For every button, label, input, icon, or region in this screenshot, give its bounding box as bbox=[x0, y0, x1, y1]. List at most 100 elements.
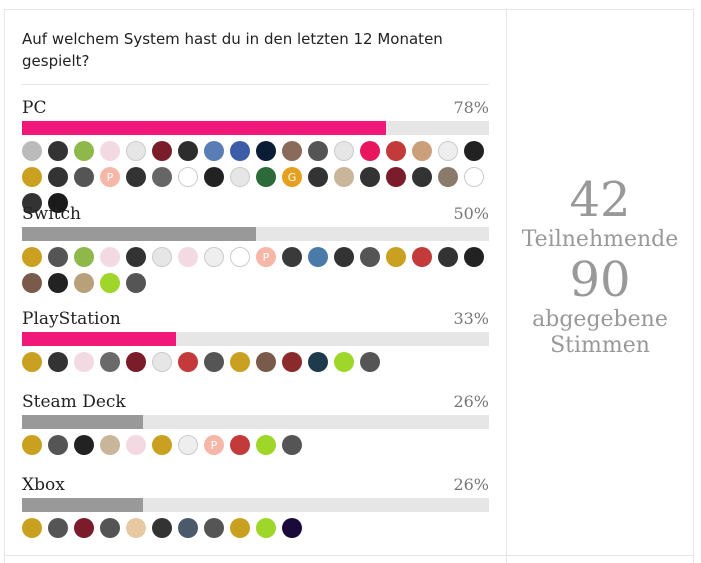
voter-avatar[interactable] bbox=[412, 141, 432, 161]
voter-avatar[interactable] bbox=[100, 352, 120, 372]
voter-avatar[interactable] bbox=[412, 167, 432, 187]
voter-avatar[interactable] bbox=[178, 352, 198, 372]
voter-avatar[interactable] bbox=[74, 167, 94, 187]
voter-avatar[interactable] bbox=[126, 273, 146, 293]
voter-avatar[interactable] bbox=[308, 167, 328, 187]
voter-avatar[interactable] bbox=[48, 167, 68, 187]
voter-avatar[interactable] bbox=[178, 141, 198, 161]
voter-avatar[interactable] bbox=[334, 247, 354, 267]
voter-avatar[interactable] bbox=[126, 167, 146, 187]
voter-avatar[interactable] bbox=[74, 247, 94, 267]
voter-avatar[interactable] bbox=[74, 518, 94, 538]
voter-avatar[interactable] bbox=[334, 352, 354, 372]
voter-avatar[interactable] bbox=[360, 167, 380, 187]
voter-avatar[interactable] bbox=[464, 167, 484, 187]
voter-avatar[interactable] bbox=[74, 352, 94, 372]
voter-avatar[interactable] bbox=[334, 141, 354, 161]
voter-avatar[interactable] bbox=[48, 435, 68, 455]
voter-avatar[interactable] bbox=[256, 518, 276, 538]
voter-avatar[interactable] bbox=[412, 247, 432, 267]
voter-avatar[interactable] bbox=[152, 247, 172, 267]
voter-avatar[interactable] bbox=[204, 518, 224, 538]
voter-avatar[interactable] bbox=[126, 247, 146, 267]
voter-avatar[interactable] bbox=[282, 352, 302, 372]
voter-avatar[interactable] bbox=[178, 518, 198, 538]
voter-avatar[interactable] bbox=[22, 273, 42, 293]
voter-avatar[interactable] bbox=[178, 247, 198, 267]
voter-avatar[interactable] bbox=[464, 247, 484, 267]
voter-avatar[interactable] bbox=[204, 141, 224, 161]
voter-avatar[interactable] bbox=[152, 167, 172, 187]
voter-avatar[interactable] bbox=[204, 352, 224, 372]
voter-avatar[interactable]: P bbox=[256, 247, 276, 267]
voter-avatar[interactable] bbox=[74, 435, 94, 455]
voter-avatar[interactable] bbox=[48, 518, 68, 538]
voter-avatar[interactable] bbox=[282, 518, 302, 538]
voter-avatar[interactable] bbox=[308, 247, 328, 267]
voter-avatar[interactable] bbox=[22, 141, 42, 161]
voter-avatar[interactable] bbox=[360, 352, 380, 372]
voter-avatar[interactable] bbox=[230, 352, 250, 372]
voter-avatar[interactable] bbox=[22, 193, 42, 213]
voter-avatar[interactable] bbox=[204, 167, 224, 187]
voter-avatar[interactable] bbox=[100, 435, 120, 455]
voter-avatar[interactable] bbox=[282, 247, 302, 267]
voter-avatar[interactable] bbox=[308, 352, 328, 372]
voter-avatar[interactable] bbox=[100, 273, 120, 293]
option-percent: 78% bbox=[453, 98, 489, 117]
voter-avatar[interactable] bbox=[152, 141, 172, 161]
voter-avatar[interactable]: P bbox=[100, 167, 120, 187]
voter-avatar[interactable] bbox=[48, 352, 68, 372]
voter-avatar[interactable] bbox=[438, 167, 458, 187]
voter-avatar[interactable] bbox=[22, 247, 42, 267]
voter-avatar[interactable] bbox=[256, 141, 276, 161]
voter-avatar[interactable] bbox=[48, 141, 68, 161]
voter-avatar[interactable] bbox=[178, 167, 198, 187]
voter-avatar[interactable] bbox=[22, 518, 42, 538]
voter-avatar[interactable] bbox=[256, 435, 276, 455]
voter-avatar[interactable] bbox=[308, 141, 328, 161]
voter-avatar[interactable] bbox=[100, 141, 120, 161]
voter-avatar[interactable] bbox=[126, 435, 146, 455]
voter-avatar[interactable] bbox=[152, 435, 172, 455]
voter-avatar[interactable] bbox=[178, 435, 198, 455]
voter-avatar[interactable] bbox=[386, 141, 406, 161]
voter-avatar[interactable] bbox=[22, 352, 42, 372]
voter-avatar[interactable] bbox=[100, 518, 120, 538]
voter-avatar[interactable] bbox=[282, 141, 302, 161]
voter-avatar[interactable] bbox=[230, 247, 250, 267]
voter-avatar[interactable] bbox=[438, 141, 458, 161]
voter-avatars bbox=[22, 352, 492, 372]
voter-avatar[interactable] bbox=[22, 435, 42, 455]
voter-avatar[interactable] bbox=[438, 247, 458, 267]
voter-avatar[interactable] bbox=[152, 518, 172, 538]
voter-avatar[interactable] bbox=[230, 141, 250, 161]
voter-avatar[interactable] bbox=[386, 167, 406, 187]
voter-avatar[interactable] bbox=[126, 352, 146, 372]
voter-avatar[interactable] bbox=[360, 141, 380, 161]
voter-avatar[interactable] bbox=[152, 352, 172, 372]
voter-avatar[interactable] bbox=[230, 167, 250, 187]
voter-avatar[interactable] bbox=[204, 247, 224, 267]
voter-avatar[interactable] bbox=[126, 141, 146, 161]
voter-avatar[interactable] bbox=[100, 247, 120, 267]
voter-avatar[interactable] bbox=[22, 167, 42, 187]
voter-avatar[interactable] bbox=[464, 141, 484, 161]
voter-avatar[interactable] bbox=[48, 193, 68, 213]
voter-avatar[interactable] bbox=[386, 247, 406, 267]
panel-divider bbox=[506, 10, 507, 563]
voter-avatar[interactable] bbox=[126, 518, 146, 538]
voter-avatar[interactable] bbox=[230, 435, 250, 455]
voter-avatar[interactable]: G bbox=[282, 167, 302, 187]
voter-avatar[interactable] bbox=[334, 167, 354, 187]
voter-avatar[interactable] bbox=[48, 247, 68, 267]
voter-avatar[interactable] bbox=[360, 247, 380, 267]
voter-avatar[interactable] bbox=[230, 518, 250, 538]
voter-avatar[interactable] bbox=[256, 352, 276, 372]
voter-avatar[interactable] bbox=[74, 273, 94, 293]
voter-avatar[interactable]: P bbox=[204, 435, 224, 455]
voter-avatar[interactable] bbox=[282, 435, 302, 455]
voter-avatar[interactable] bbox=[74, 141, 94, 161]
voter-avatar[interactable] bbox=[48, 273, 68, 293]
voter-avatar[interactable] bbox=[256, 167, 276, 187]
